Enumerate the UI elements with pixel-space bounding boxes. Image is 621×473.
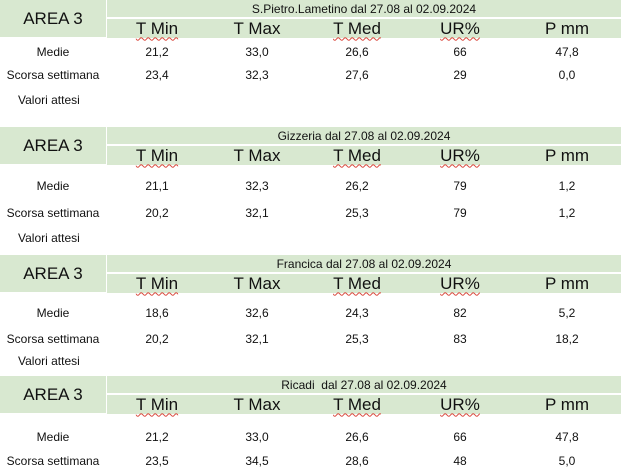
station-title: Francica dal 27.08 al 02.09.2024 [107,255,621,272]
value-t-med: 26,6 [345,45,369,59]
value-t-med: 25,3 [345,332,369,346]
value-ur: 66 [453,430,467,444]
value-t-max: 33,0 [245,45,269,59]
area-label: AREA 3 [0,0,107,37]
header-t-min: T Min [135,394,179,414]
value-t-min: 20,2 [145,206,169,220]
header-t-max: T Max [233,273,281,293]
value-t-med: 26,6 [345,430,369,444]
value-t-max: 32,3 [245,68,269,82]
area-label: AREA 3 [0,127,107,164]
row-label-valori-attesi: Valori attesi [18,354,80,368]
header-p-mm: P mm [544,18,590,38]
value-t-min: 21,2 [145,45,169,59]
value-t-min: 21,1 [145,179,169,193]
value-t-med: 25,3 [345,206,369,220]
value-ur: 79 [453,179,467,193]
row-label: Medie [36,45,70,59]
value-t-min: 23,5 [145,454,169,468]
column-header-row: T Min T Max T Med UR% P mm [107,145,621,165]
area-label: AREA 3 [0,255,107,292]
row-label-valori-attesi: Valori attesi [18,93,80,107]
header-t-max: T Max [233,18,281,38]
column-header-row: T Min T Max T Med UR% P mm [107,18,621,38]
value-t-max: 32,3 [245,179,269,193]
value-t-max: 32,6 [245,306,269,320]
value-t-med: 26,2 [345,179,369,193]
value-p-mm: 18,2 [555,332,579,346]
column-header-row: T Min T Max T Med UR% P mm [107,394,621,414]
value-p-mm: 1,2 [558,179,576,193]
header-t-med: T Med [333,145,381,165]
row-label: Medie [36,306,70,320]
header-p-mm: P mm [544,273,590,293]
header-ur: UR% [440,273,480,293]
value-p-mm: 1,2 [558,206,576,220]
value-p-mm: 5,2 [558,306,576,320]
header-t-med: T Med [333,18,381,38]
value-ur: 66 [453,45,467,59]
row-label: Scorsa settimana [6,68,100,82]
row-label: Medie [36,430,70,444]
value-t-med: 27,6 [345,68,369,82]
header-ur: UR% [440,394,480,414]
header-t-med: T Med [333,394,381,414]
value-t-max: 33,0 [245,430,269,444]
header-t-max: T Max [233,145,281,165]
value-t-max: 34,5 [245,454,269,468]
value-p-mm: 5,0 [558,454,576,468]
value-t-med: 24,3 [345,306,369,320]
station-title: Ricadi dal 27.08 al 02.09.2024 [107,376,621,393]
row-label: Medie [36,179,70,193]
header-t-min: T Min [135,145,179,165]
value-t-min: 18,6 [145,306,169,320]
value-ur: 48 [453,454,467,468]
value-t-min: 21,2 [145,430,169,444]
header-t-min: T Min [135,273,179,293]
value-t-min: 20,2 [145,332,169,346]
value-t-med: 28,6 [345,454,369,468]
value-ur: 79 [453,206,467,220]
header-t-min: T Min [135,18,179,38]
header-p-mm: P mm [544,145,590,165]
header-t-max: T Max [233,394,281,414]
value-p-mm: 47,8 [555,45,579,59]
value-ur: 29 [453,68,467,82]
header-t-med: T Med [333,273,381,293]
station-title: Gizzeria dal 27.08 al 02.09.2024 [107,127,621,144]
value-ur: 82 [453,306,467,320]
value-p-mm: 47,8 [555,430,579,444]
value-t-max: 32,1 [245,206,269,220]
row-label: Scorsa settimana [6,454,100,468]
station-title: S.Pietro.Lametino dal 27.08 al 02.09.202… [107,0,621,17]
header-ur: UR% [440,18,480,38]
value-ur: 83 [453,332,467,346]
row-label-valori-attesi: Valori attesi [18,231,80,245]
row-label: Scorsa settimana [6,332,100,346]
value-t-min: 23,4 [145,68,169,82]
value-t-max: 32,1 [245,332,269,346]
header-ur: UR% [440,145,480,165]
column-header-row: T Min T Max T Med UR% P mm [107,273,621,293]
header-p-mm: P mm [544,394,590,414]
area-label: AREA 3 [0,376,107,413]
row-label: Scorsa settimana [6,206,100,220]
value-p-mm: 0,0 [558,68,576,82]
